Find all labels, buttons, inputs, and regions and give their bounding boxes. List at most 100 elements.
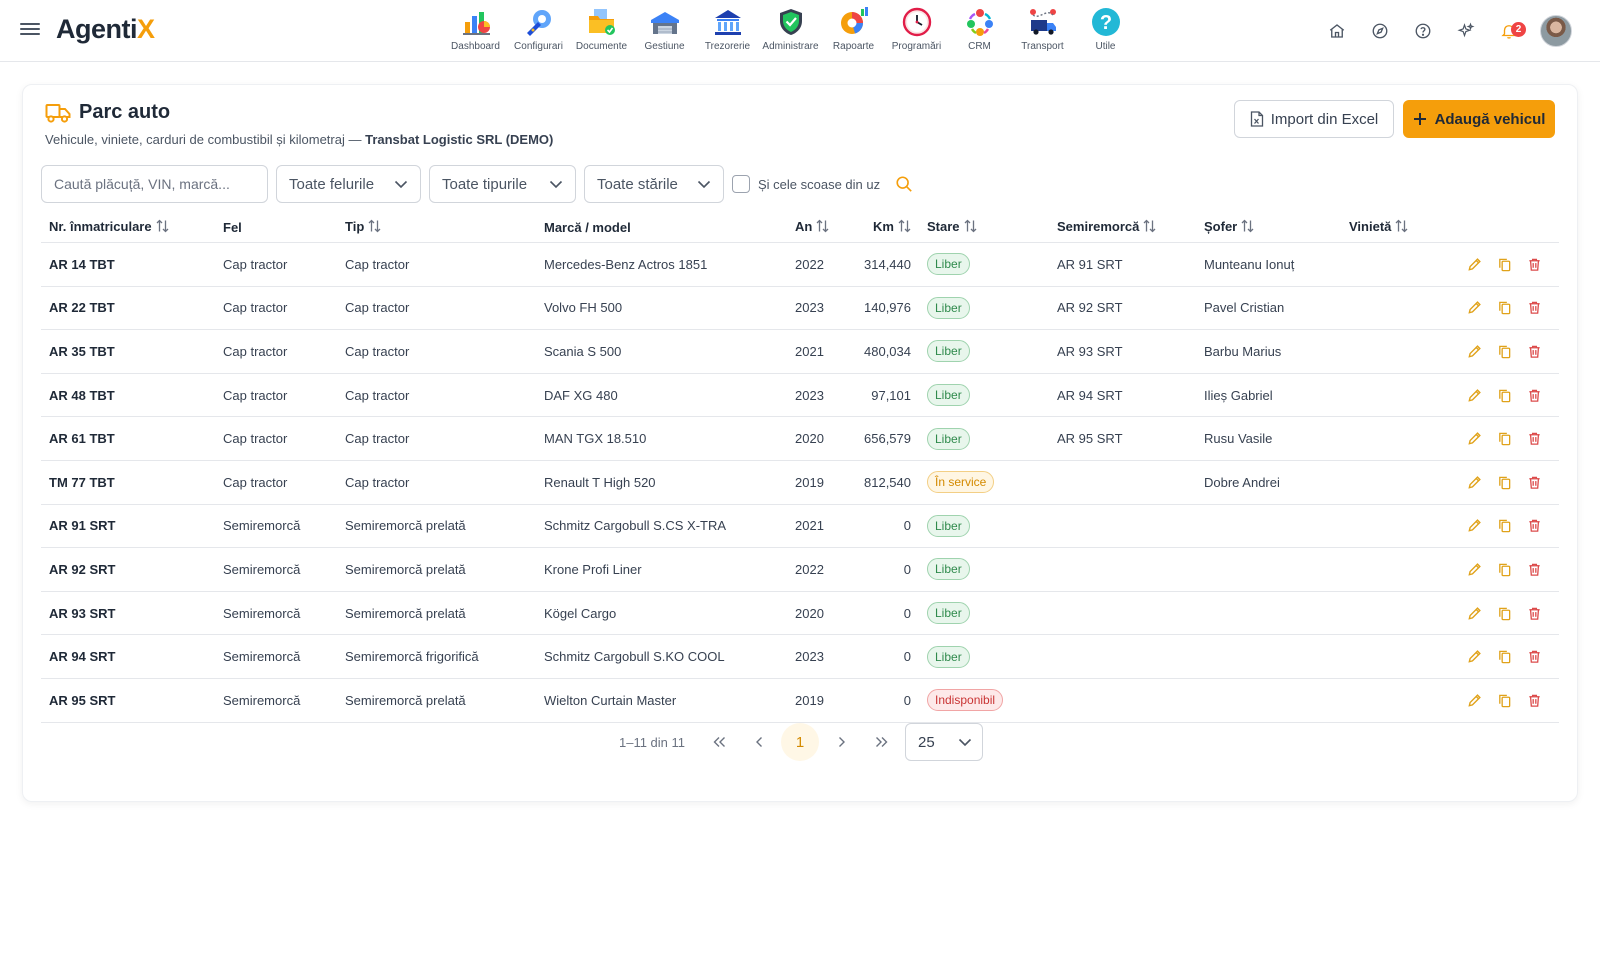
chevron-down-icon: [549, 180, 563, 189]
duplicate-button[interactable]: [1489, 339, 1519, 363]
search-button[interactable]: [886, 166, 922, 202]
explore-button[interactable]: [1358, 13, 1401, 49]
last-page-button[interactable]: [861, 723, 901, 761]
app-logo[interactable]: AgentiX: [56, 14, 155, 44]
module-rapoarte[interactable]: Rapoarte: [822, 6, 885, 58]
edit-button[interactable]: [1459, 252, 1489, 276]
duplicate-button[interactable]: [1489, 296, 1519, 320]
delete-button[interactable]: [1519, 383, 1549, 407]
col-tip[interactable]: Tip: [337, 219, 536, 236]
col-plate[interactable]: Nr. înmatriculare: [41, 219, 215, 236]
cell-sofer: Barbu Marius: [1204, 343, 1282, 359]
duplicate-button[interactable]: [1489, 645, 1519, 669]
current-page-button[interactable]: 1: [781, 723, 820, 761]
include-decommissioned-checkbox[interactable]: [732, 175, 750, 193]
edit-button[interactable]: [1459, 601, 1489, 625]
include-decommissioned-toggle[interactable]: Și cele scoase din uz: [732, 175, 880, 193]
notifications-button[interactable]: 2: [1487, 13, 1530, 49]
module-programari[interactable]: Programări: [885, 6, 948, 58]
sort-icon[interactable]: [898, 219, 911, 236]
module-trezorerie[interactable]: Trezorerie: [696, 6, 759, 58]
col-stare[interactable]: Stare: [919, 219, 1049, 236]
edit-button[interactable]: [1459, 296, 1489, 320]
duplicate-button[interactable]: [1489, 557, 1519, 581]
col-sofer[interactable]: Șofer: [1196, 219, 1341, 236]
delete-button[interactable]: [1519, 252, 1549, 276]
table-row[interactable]: TM 77 TBT Cap tractor Cap tractor Renault T…: [41, 461, 1559, 505]
duplicate-button[interactable]: [1489, 688, 1519, 712]
edit-button[interactable]: [1459, 383, 1489, 407]
col-km[interactable]: Km: [837, 219, 919, 236]
ai-assistant-button[interactable]: [1444, 13, 1487, 49]
col-semi[interactable]: Semiremorcă: [1049, 219, 1196, 236]
delete-button[interactable]: [1519, 557, 1549, 581]
module-dashboard[interactable]: Dashboard: [444, 6, 507, 58]
home-button[interactable]: [1315, 13, 1358, 49]
user-avatar[interactable]: [1540, 15, 1572, 47]
module-administrare[interactable]: Administrare: [759, 6, 822, 58]
next-page-button[interactable]: [821, 723, 861, 761]
sort-icon[interactable]: [1143, 219, 1156, 236]
duplicate-button[interactable]: [1489, 514, 1519, 538]
search-input[interactable]: [41, 165, 268, 203]
table-row[interactable]: AR 22 TBT Cap tractor Cap tractor Volvo FH …: [41, 287, 1559, 331]
table-row[interactable]: AR 35 TBT Cap tractor Cap tractor Scania S …: [41, 330, 1559, 374]
edit-button[interactable]: [1459, 688, 1489, 712]
delete-button[interactable]: [1519, 601, 1549, 625]
sort-icon[interactable]: [368, 219, 381, 236]
fel-filter-select[interactable]: Toate felurile: [276, 165, 421, 203]
sort-icon[interactable]: [1395, 219, 1408, 236]
add-vehicle-button[interactable]: Adaugă vehicul: [1403, 100, 1555, 138]
edit-button[interactable]: [1459, 339, 1489, 363]
edit-button[interactable]: [1459, 514, 1489, 538]
edit-button[interactable]: [1459, 427, 1489, 451]
sort-icon[interactable]: [1241, 219, 1254, 236]
stare-filter-select[interactable]: Toate stările: [584, 165, 724, 203]
col-vinieta[interactable]: Vinietă: [1341, 219, 1441, 236]
module-gestiune[interactable]: Gestiune: [633, 6, 696, 58]
help-button[interactable]: [1401, 13, 1444, 49]
cell-km: 0: [903, 518, 911, 534]
clock-icon: [902, 7, 931, 37]
table-row[interactable]: AR 92 SRT Semiremorcă Semiremorcă prelată K…: [41, 548, 1559, 592]
menu-icon[interactable]: [20, 20, 40, 40]
duplicate-button[interactable]: [1489, 427, 1519, 451]
delete-button[interactable]: [1519, 427, 1549, 451]
delete-button[interactable]: [1519, 514, 1549, 538]
delete-button[interactable]: [1519, 688, 1549, 712]
duplicate-button[interactable]: [1489, 601, 1519, 625]
table-row[interactable]: AR 95 SRT Semiremorcă Semiremorcă prelată W…: [41, 679, 1559, 723]
import-excel-button[interactable]: Import din Excel: [1234, 100, 1394, 138]
module-crm[interactable]: CRM: [948, 6, 1011, 58]
module-utile[interactable]: ? Utile: [1074, 6, 1137, 58]
module-configurari[interactable]: Configurari: [507, 6, 570, 58]
module-transport[interactable]: Transport: [1011, 6, 1074, 58]
edit-button[interactable]: [1459, 470, 1489, 494]
page-size-select[interactable]: 25: [905, 723, 984, 761]
sort-icon[interactable]: [964, 219, 977, 236]
duplicate-button[interactable]: [1489, 470, 1519, 494]
table-row[interactable]: AR 93 SRT Semiremorcă Semiremorcă prelată K…: [41, 592, 1559, 636]
first-page-button[interactable]: [699, 723, 739, 761]
delete-button[interactable]: [1519, 645, 1549, 669]
duplicate-button[interactable]: [1489, 383, 1519, 407]
sort-icon[interactable]: [156, 219, 169, 236]
table-row[interactable]: AR 91 SRT Semiremorcă Semiremorcă prelată S…: [41, 505, 1559, 549]
delete-button[interactable]: [1519, 296, 1549, 320]
table-row[interactable]: AR 14 TBT Cap tractor Cap tractor Mercedes-…: [41, 243, 1559, 287]
module-documente[interactable]: Documente: [570, 6, 633, 58]
table-row[interactable]: AR 94 SRT Semiremorcă Semiremorcă frigorif…: [41, 635, 1559, 679]
pencil-icon: [1467, 650, 1481, 663]
delete-button[interactable]: [1519, 339, 1549, 363]
prev-page-button[interactable]: [739, 723, 779, 761]
duplicate-button[interactable]: [1489, 252, 1519, 276]
header-actions: Import din Excel Adaugă vehicul: [1234, 100, 1555, 138]
tip-filter-select[interactable]: Toate tipurile: [429, 165, 576, 203]
col-an[interactable]: An: [787, 219, 837, 236]
table-row[interactable]: AR 61 TBT Cap tractor Cap tractor MAN TGX 1…: [41, 417, 1559, 461]
sort-icon[interactable]: [816, 219, 829, 236]
table-row[interactable]: AR 48 TBT Cap tractor Cap tractor DAF XG 48…: [41, 374, 1559, 418]
edit-button[interactable]: [1459, 645, 1489, 669]
delete-button[interactable]: [1519, 470, 1549, 494]
edit-button[interactable]: [1459, 557, 1489, 581]
